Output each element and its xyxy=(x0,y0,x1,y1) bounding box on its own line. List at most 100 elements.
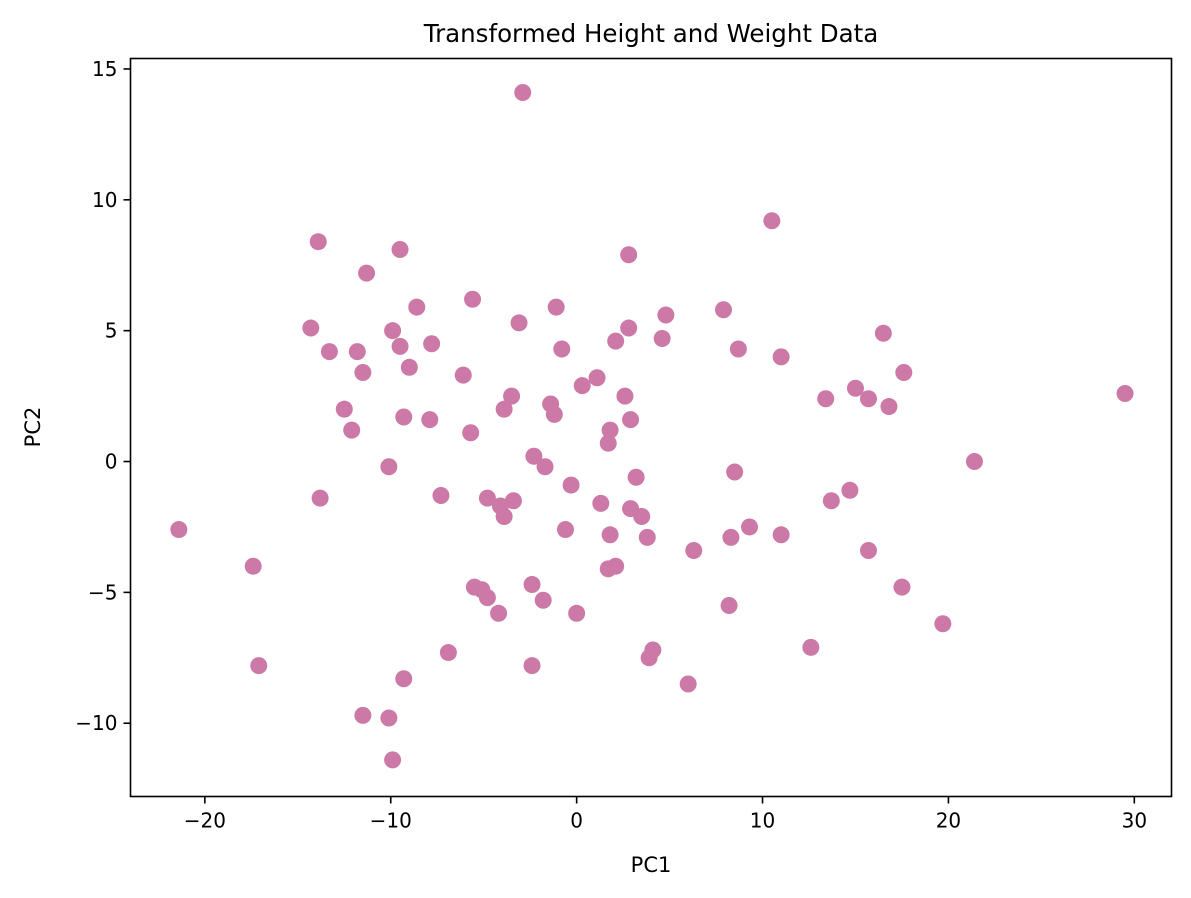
data-point xyxy=(627,468,645,486)
data-point xyxy=(620,246,638,264)
data-point xyxy=(250,657,268,675)
data-point xyxy=(421,411,439,429)
data-point xyxy=(380,709,398,727)
y-tick-label: −5 xyxy=(88,580,117,604)
data-point xyxy=(1116,384,1134,402)
y-axis-ticks: −10 −5 0 5 10 15 xyxy=(75,57,131,735)
data-point xyxy=(846,379,864,397)
data-point xyxy=(822,492,840,510)
data-point xyxy=(601,421,619,439)
data-point xyxy=(395,408,413,426)
data-point xyxy=(859,390,877,408)
data-point xyxy=(170,521,188,539)
data-point xyxy=(599,560,617,578)
data-point xyxy=(302,319,320,337)
data-point xyxy=(343,421,361,439)
data-point xyxy=(335,400,353,418)
chart-title: Transformed Height and Weight Data xyxy=(423,19,879,48)
data-point xyxy=(391,241,409,259)
plot-frame xyxy=(129,57,1173,798)
x-tick-label: 0 xyxy=(570,809,583,833)
data-point xyxy=(545,405,563,423)
data-point xyxy=(395,670,413,688)
y-tick-label: 5 xyxy=(105,319,118,343)
x-tick-label: −20 xyxy=(184,809,226,833)
data-point xyxy=(462,424,480,442)
data-point xyxy=(320,343,338,361)
data-point xyxy=(510,314,528,332)
data-point xyxy=(439,644,457,662)
y-tick-label: −10 xyxy=(75,711,117,735)
data-point xyxy=(504,492,522,510)
data-point xyxy=(934,615,952,633)
data-point xyxy=(722,528,740,546)
data-point xyxy=(311,489,329,507)
data-point xyxy=(391,337,409,355)
data-point xyxy=(562,476,580,494)
data-point xyxy=(817,390,835,408)
data-point xyxy=(423,335,441,353)
data-point xyxy=(880,398,898,416)
data-point xyxy=(653,330,671,348)
data-point xyxy=(384,322,402,340)
data-point xyxy=(607,332,625,350)
data-point xyxy=(514,84,532,102)
data-point xyxy=(478,589,496,607)
data-point xyxy=(495,507,513,525)
data-point xyxy=(601,526,619,544)
data-point xyxy=(729,340,747,358)
data-point xyxy=(454,366,472,384)
data-point xyxy=(772,526,790,544)
data-point xyxy=(622,411,640,429)
data-point xyxy=(568,604,586,622)
y-axis-label: PC2 xyxy=(21,407,45,448)
data-point xyxy=(358,264,376,282)
data-point xyxy=(895,364,913,382)
data-point xyxy=(354,706,372,724)
data-point xyxy=(720,596,738,614)
data-point xyxy=(495,400,513,418)
data-point xyxy=(965,453,983,471)
x-tick-label: 10 xyxy=(750,809,775,833)
data-point xyxy=(348,343,366,361)
data-point xyxy=(384,751,402,769)
data-point xyxy=(478,489,496,507)
data-point xyxy=(772,348,790,366)
x-tick-label: 20 xyxy=(936,809,961,833)
data-point xyxy=(633,507,651,525)
x-axis-ticks: −20 −10 0 10 20 30 xyxy=(184,796,1147,833)
data-point xyxy=(547,298,565,316)
data-point xyxy=(432,487,450,505)
data-point xyxy=(490,604,508,622)
data-point xyxy=(893,578,911,596)
data-points xyxy=(170,84,1134,769)
y-tick-label: 15 xyxy=(92,57,117,81)
data-point xyxy=(536,458,554,476)
x-axis-label: PC1 xyxy=(631,853,672,877)
data-point xyxy=(354,364,372,382)
data-point xyxy=(573,377,591,395)
data-point xyxy=(380,458,398,476)
data-point xyxy=(599,434,617,452)
data-point xyxy=(640,649,658,667)
data-point xyxy=(592,494,610,512)
data-point xyxy=(657,306,675,324)
data-point xyxy=(523,657,541,675)
data-point xyxy=(464,290,482,308)
data-point xyxy=(874,324,892,342)
data-point xyxy=(553,340,571,358)
data-point xyxy=(741,518,759,536)
data-point xyxy=(408,298,426,316)
data-point xyxy=(588,369,606,387)
x-tick-label: 30 xyxy=(1122,809,1147,833)
y-tick-label: 0 xyxy=(105,450,118,474)
y-tick-label: 10 xyxy=(92,188,117,212)
data-point xyxy=(400,358,418,376)
data-point xyxy=(525,447,543,465)
data-point xyxy=(859,542,877,559)
x-tick-label: −10 xyxy=(370,809,412,833)
data-point xyxy=(523,576,541,594)
data-point xyxy=(685,542,703,559)
